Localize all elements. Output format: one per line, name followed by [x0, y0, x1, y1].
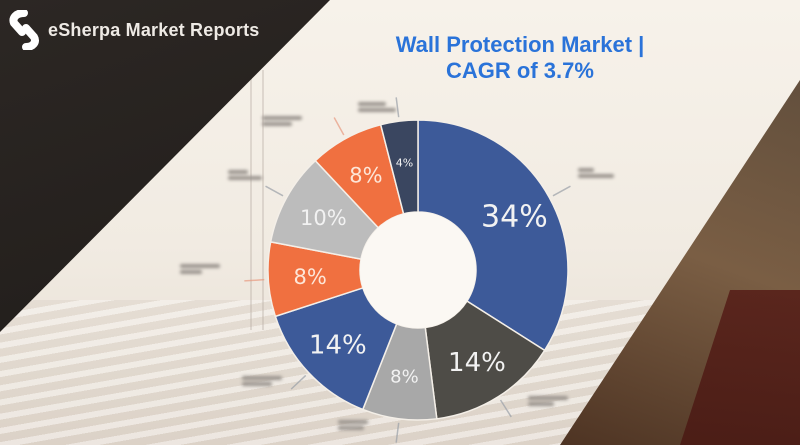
blurred-segment-label: [358, 100, 398, 114]
chart-title: Wall Protection Market | CAGR of 3.7%: [365, 32, 675, 84]
slice-label: 14%: [309, 330, 367, 360]
leader-line: [552, 185, 571, 197]
donut-slices: [267, 119, 569, 421]
slice-label: 8%: [349, 163, 382, 187]
blurred-segment-label: [528, 394, 568, 408]
leader-line: [333, 117, 345, 136]
chart-title-line-2: CAGR of 3.7%: [446, 58, 594, 83]
slice-label: 8%: [294, 265, 327, 289]
blurred-segment-label: [578, 166, 618, 180]
slice-label: 14%: [448, 348, 506, 378]
slice-label: 8%: [390, 367, 419, 388]
leader-line: [395, 97, 400, 118]
donut-hole: [360, 212, 476, 328]
blurred-segment-label: [338, 418, 378, 432]
slice-label: 4%: [396, 156, 413, 169]
blurred-segment-label: [242, 374, 282, 388]
brand-logo[interactable]: eSherpa Market Reports: [8, 10, 259, 50]
blurred-segment-label: [180, 262, 220, 276]
slice-label: 10%: [300, 206, 347, 230]
chart-title-line-1: Wall Protection Market |: [395, 32, 645, 57]
leader-line: [265, 185, 284, 197]
blurred-segment-label: [262, 114, 302, 128]
leader-line: [290, 374, 307, 390]
slice-labels: 34%14%8%14%8%10%8%4%: [294, 156, 548, 387]
leader-line: [499, 399, 512, 418]
leader-line: [395, 422, 400, 443]
leader-lines: [244, 97, 571, 443]
background-crane: [250, 70, 264, 330]
slice-label: 34%: [481, 200, 548, 235]
leader-line: [244, 278, 265, 282]
blurred-segment-label: [228, 168, 268, 182]
brand-name: eSherpa Market Reports: [48, 19, 260, 40]
esherpa-s-logo-icon: [9, 10, 39, 50]
